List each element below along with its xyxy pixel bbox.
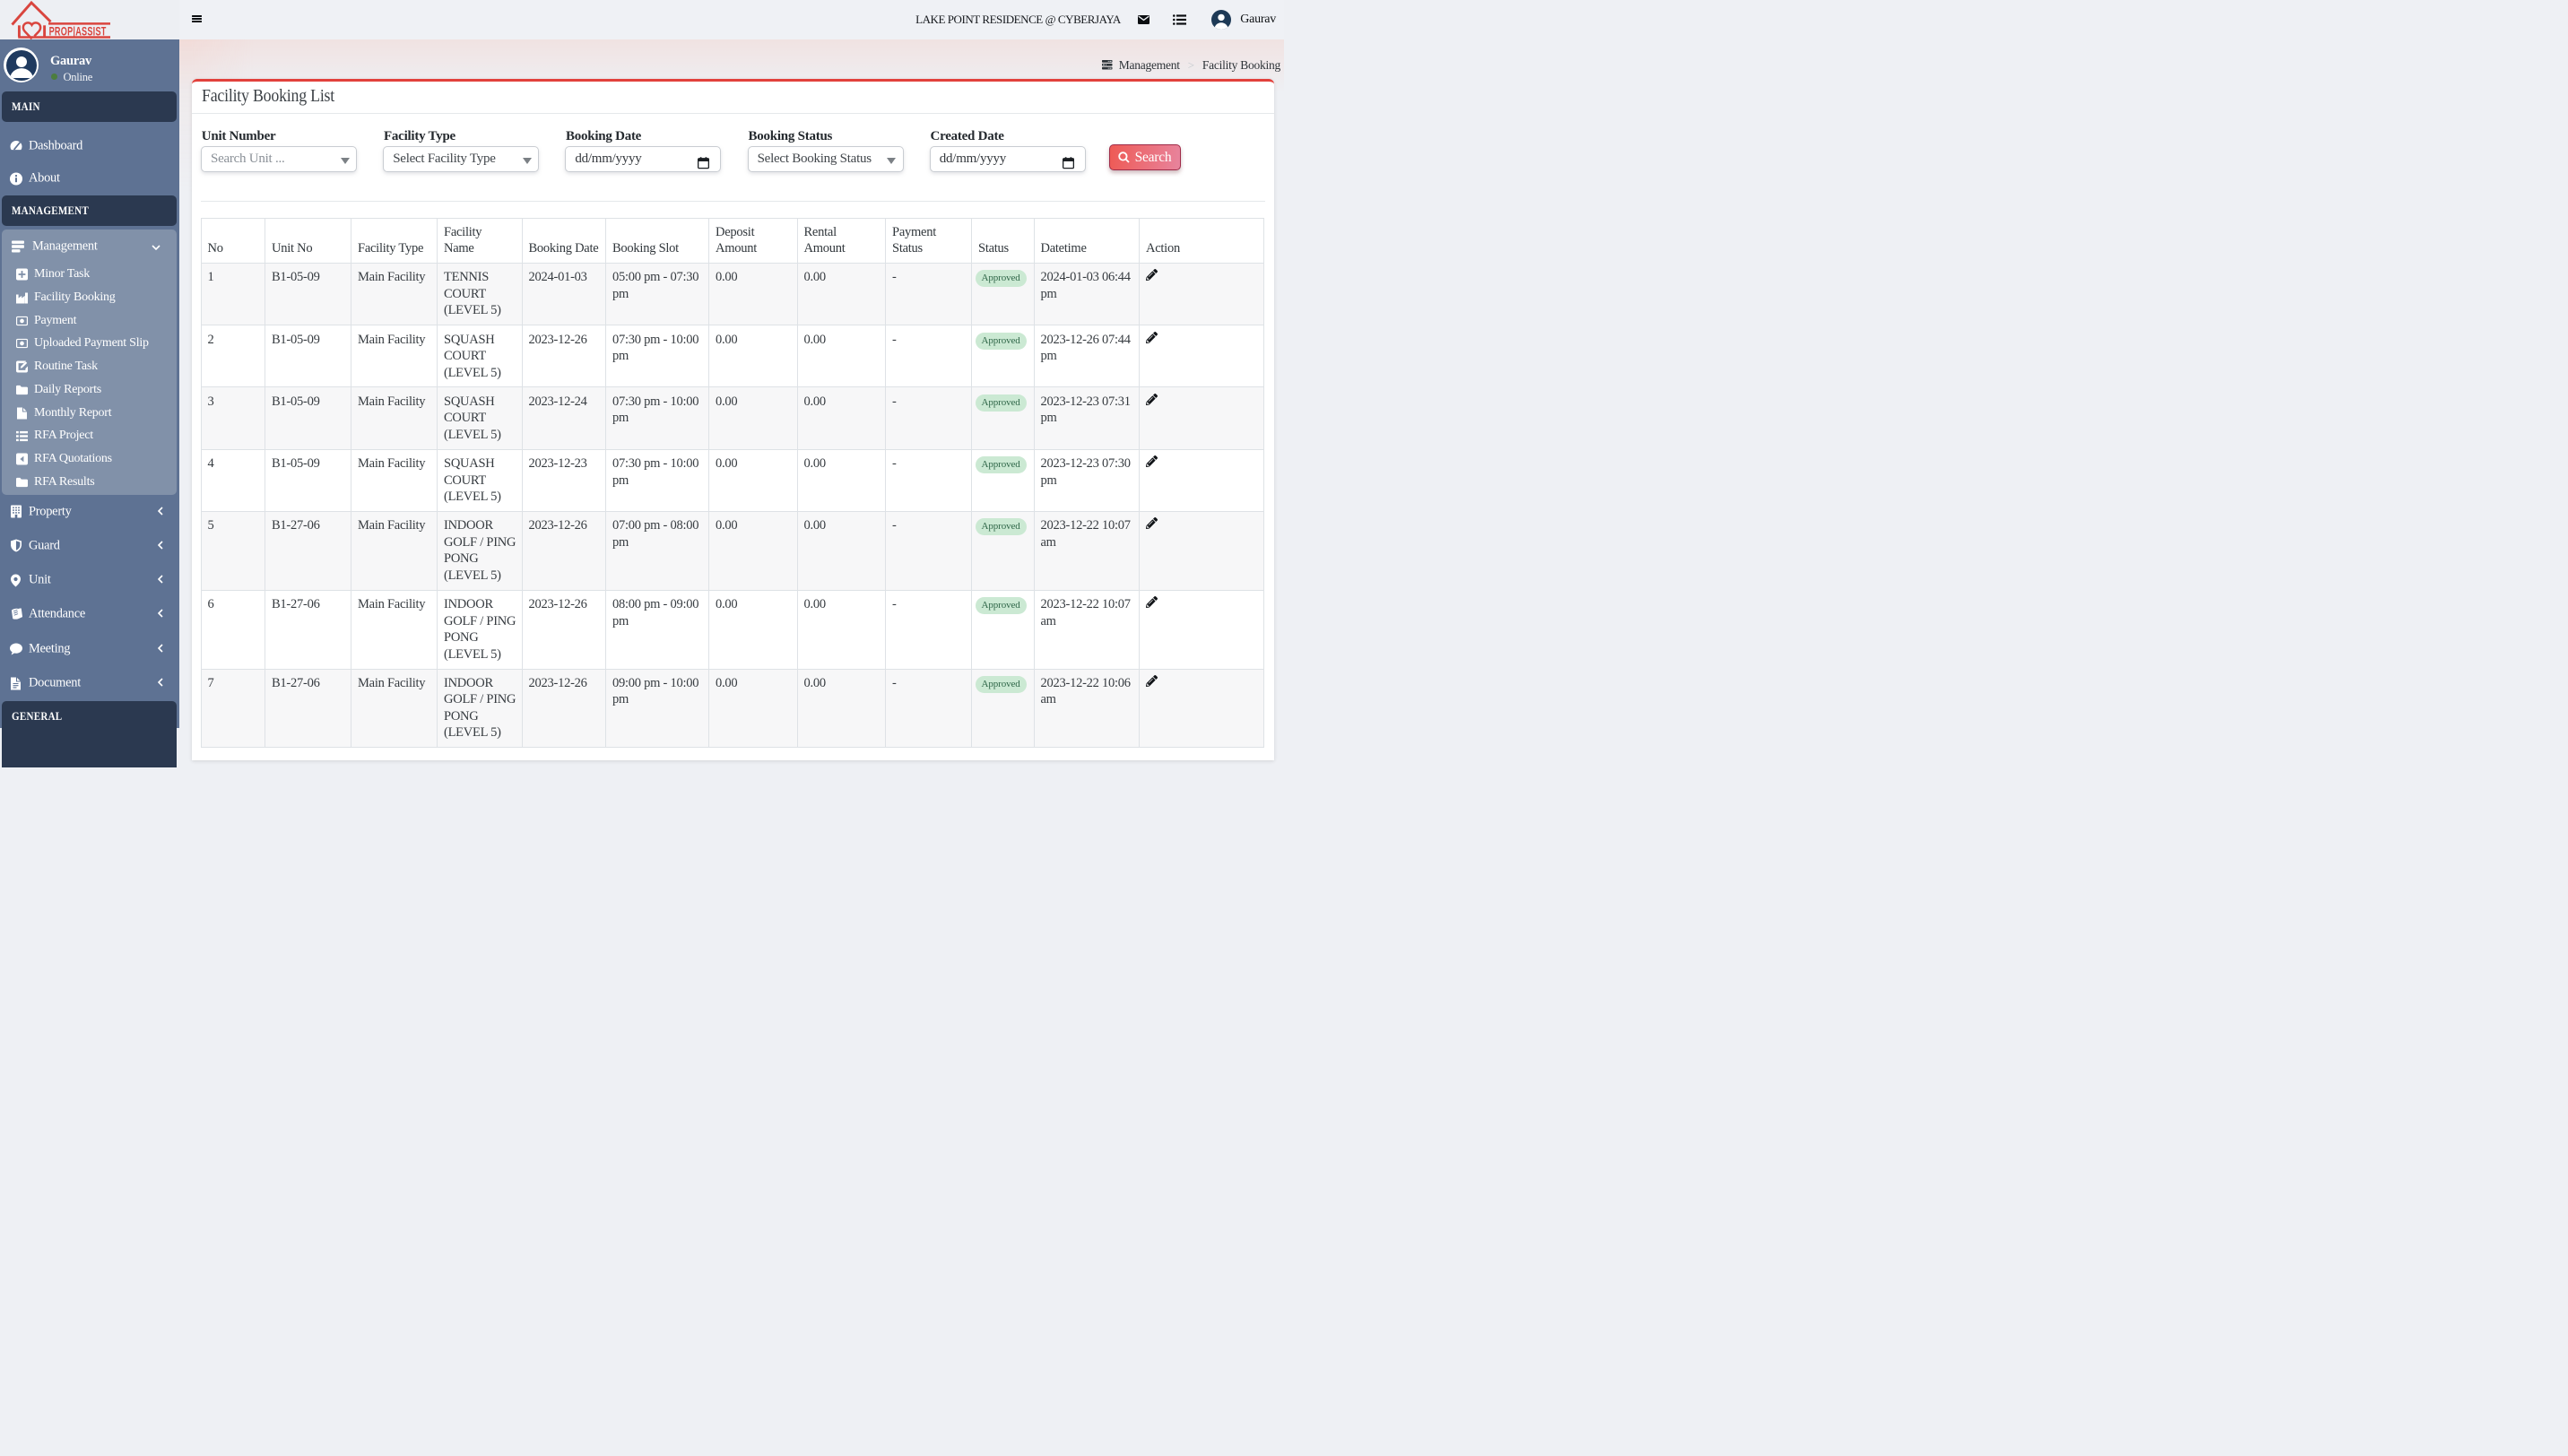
svg-text:PROP|ASSIST: PROP|ASSIST xyxy=(49,24,107,39)
